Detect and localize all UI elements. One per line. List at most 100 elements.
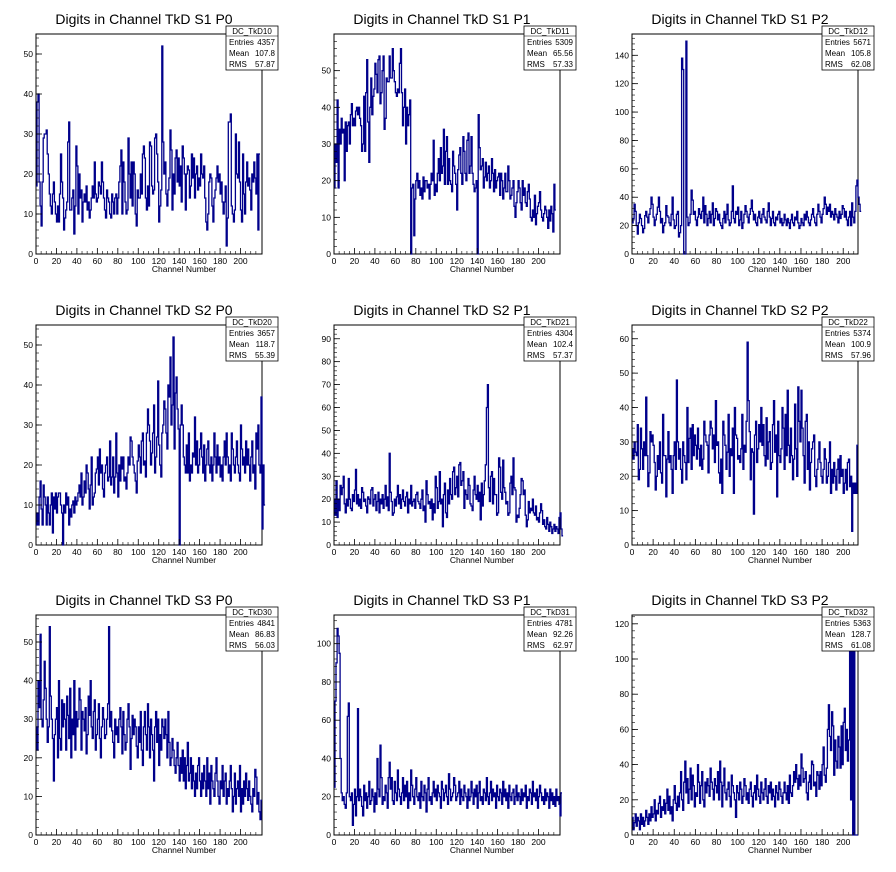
- y-tick-label: 0: [28, 540, 33, 550]
- x-tick-label: 160: [794, 547, 808, 557]
- x-tick-label: 160: [794, 256, 808, 266]
- x-axis-title: Channel Number: [450, 555, 514, 565]
- x-tick-label: 60: [391, 837, 401, 847]
- x-axis-title: Channel Number: [152, 845, 216, 855]
- y-tick-label: 20: [620, 221, 630, 231]
- x-tick-label: 100: [731, 547, 745, 557]
- chart-panel: Digits in Channel TkD S2 P10 20 40 60 80 100 1…: [322, 302, 577, 565]
- y-tick-label: 0: [326, 830, 331, 840]
- stats-value-mean: 118.7: [256, 340, 276, 349]
- stats-label-entries: Entries: [527, 619, 552, 628]
- stats-box: [523, 25, 577, 71]
- stats-value-mean: 86.83: [255, 630, 276, 639]
- y-tick-label: 60: [620, 164, 630, 174]
- histogram-series: [36, 45, 260, 247]
- x-tick-label: 120: [152, 256, 166, 266]
- chart-title: Digits in Channel TkD S3 P1: [353, 592, 530, 608]
- y-tick-label: 40: [620, 403, 630, 413]
- plot-frame: [35, 33, 263, 255]
- x-tick-label: 60: [691, 837, 701, 847]
- stats-value-entries: 5309: [555, 38, 573, 47]
- y-tick-label: 10: [620, 506, 630, 516]
- plot-frame: [333, 614, 561, 836]
- stats-value-entries: 5363: [853, 619, 871, 628]
- x-tick-label: 200: [233, 547, 247, 557]
- y-tick-label: 10: [24, 500, 34, 510]
- x-tick-label: 80: [411, 256, 421, 266]
- stats-label-rms: RMS: [229, 351, 247, 360]
- x-tick-label: 100: [131, 547, 145, 557]
- histogram-series: [334, 48, 556, 255]
- x-tick-label: 180: [815, 837, 829, 847]
- y-tick-label: 40: [620, 760, 630, 770]
- x-tick-label: 180: [511, 256, 525, 266]
- stats-value-mean: 65.56: [553, 49, 574, 58]
- x-tick-label: 20: [350, 256, 360, 266]
- chart-title: Digits in Channel TkD S2 P0: [55, 302, 232, 318]
- stats-label-entries: Entries: [229, 329, 254, 338]
- x-tick-label: 160: [491, 256, 505, 266]
- stats-label-mean: Mean: [527, 630, 547, 639]
- x-tick-label: 60: [391, 547, 401, 557]
- x-axis-title: Channel Number: [748, 264, 812, 274]
- x-tick-label: 0: [630, 256, 635, 266]
- x-tick-label: 180: [511, 837, 525, 847]
- chart-panel: Digits in Channel TkD S1 P10 20 40 60 80 100 1…: [322, 11, 577, 274]
- x-tick-label: 0: [332, 837, 337, 847]
- stats-box: [523, 316, 577, 362]
- x-tick-label: 0: [34, 837, 39, 847]
- x-tick-label: 40: [370, 837, 380, 847]
- stats-value-rms: 57.87: [255, 60, 276, 69]
- x-tick-label: 140: [470, 837, 484, 847]
- stats-label-mean: Mean: [229, 630, 249, 639]
- y-tick-label: 20: [322, 494, 332, 504]
- stats-box: [225, 316, 279, 362]
- x-tick-label: 20: [648, 547, 658, 557]
- stats-label-rms: RMS: [825, 351, 843, 360]
- plot-frame: [35, 614, 263, 836]
- stats-value-rms: 61.08: [851, 641, 872, 650]
- stats-label-entries: Entries: [825, 329, 850, 338]
- stats-name: DC_TkD12: [828, 27, 868, 36]
- stats-value-mean: 102.4: [553, 340, 574, 349]
- x-tick-label: 80: [712, 837, 722, 847]
- stats-value-entries: 4357: [257, 38, 275, 47]
- stats-name: DC_TkD22: [828, 318, 868, 327]
- y-tick-label: 60: [322, 403, 332, 413]
- stats-label-mean: Mean: [825, 49, 845, 58]
- chart-panel: Digits in Channel TkD S3 P2 0 20 40 60 80 100 1…: [615, 592, 875, 855]
- x-tick-label: 20: [52, 837, 62, 847]
- x-tick-label: 40: [72, 547, 82, 557]
- x-tick-label: 20: [52, 256, 62, 266]
- chart-panel: Digits in Channel TkD S2 P00 20 40 60 80 100 1…: [24, 302, 279, 565]
- y-tick-label: 30: [322, 471, 332, 481]
- y-tick-label: 20: [620, 795, 630, 805]
- y-tick-label: 20: [24, 169, 34, 179]
- stats-name: DC_TkD30: [232, 608, 272, 617]
- stats-box: [821, 25, 875, 71]
- chart-title: Digits in Channel TkD S3 P2: [651, 592, 828, 608]
- x-tick-label: 160: [193, 256, 207, 266]
- x-tick-label: 180: [815, 256, 829, 266]
- y-tick-label: 100: [615, 654, 629, 664]
- x-tick-label: 140: [172, 547, 186, 557]
- x-tick-label: 80: [113, 837, 123, 847]
- x-tick-label: 100: [731, 256, 745, 266]
- y-tick-label: 50: [322, 425, 332, 435]
- x-tick-label: 100: [731, 837, 745, 847]
- x-tick-label: 0: [34, 256, 39, 266]
- x-axis-title: Channel Number: [152, 264, 216, 274]
- stats-label-entries: Entries: [229, 619, 254, 628]
- y-tick-label: 100: [615, 107, 629, 117]
- stats-label-mean: Mean: [527, 340, 547, 349]
- x-tick-label: 0: [332, 256, 337, 266]
- stats-value-rms: 62.08: [851, 60, 872, 69]
- stats-value-entries: 5374: [853, 329, 871, 338]
- stats-value-mean: 128.7: [851, 630, 872, 639]
- x-tick-label: 140: [773, 837, 787, 847]
- x-tick-label: 200: [836, 837, 850, 847]
- stats-label-mean: Mean: [527, 49, 547, 58]
- y-tick-label: 0: [28, 249, 33, 259]
- y-tick-label: 60: [620, 334, 630, 344]
- stats-box: [225, 25, 279, 71]
